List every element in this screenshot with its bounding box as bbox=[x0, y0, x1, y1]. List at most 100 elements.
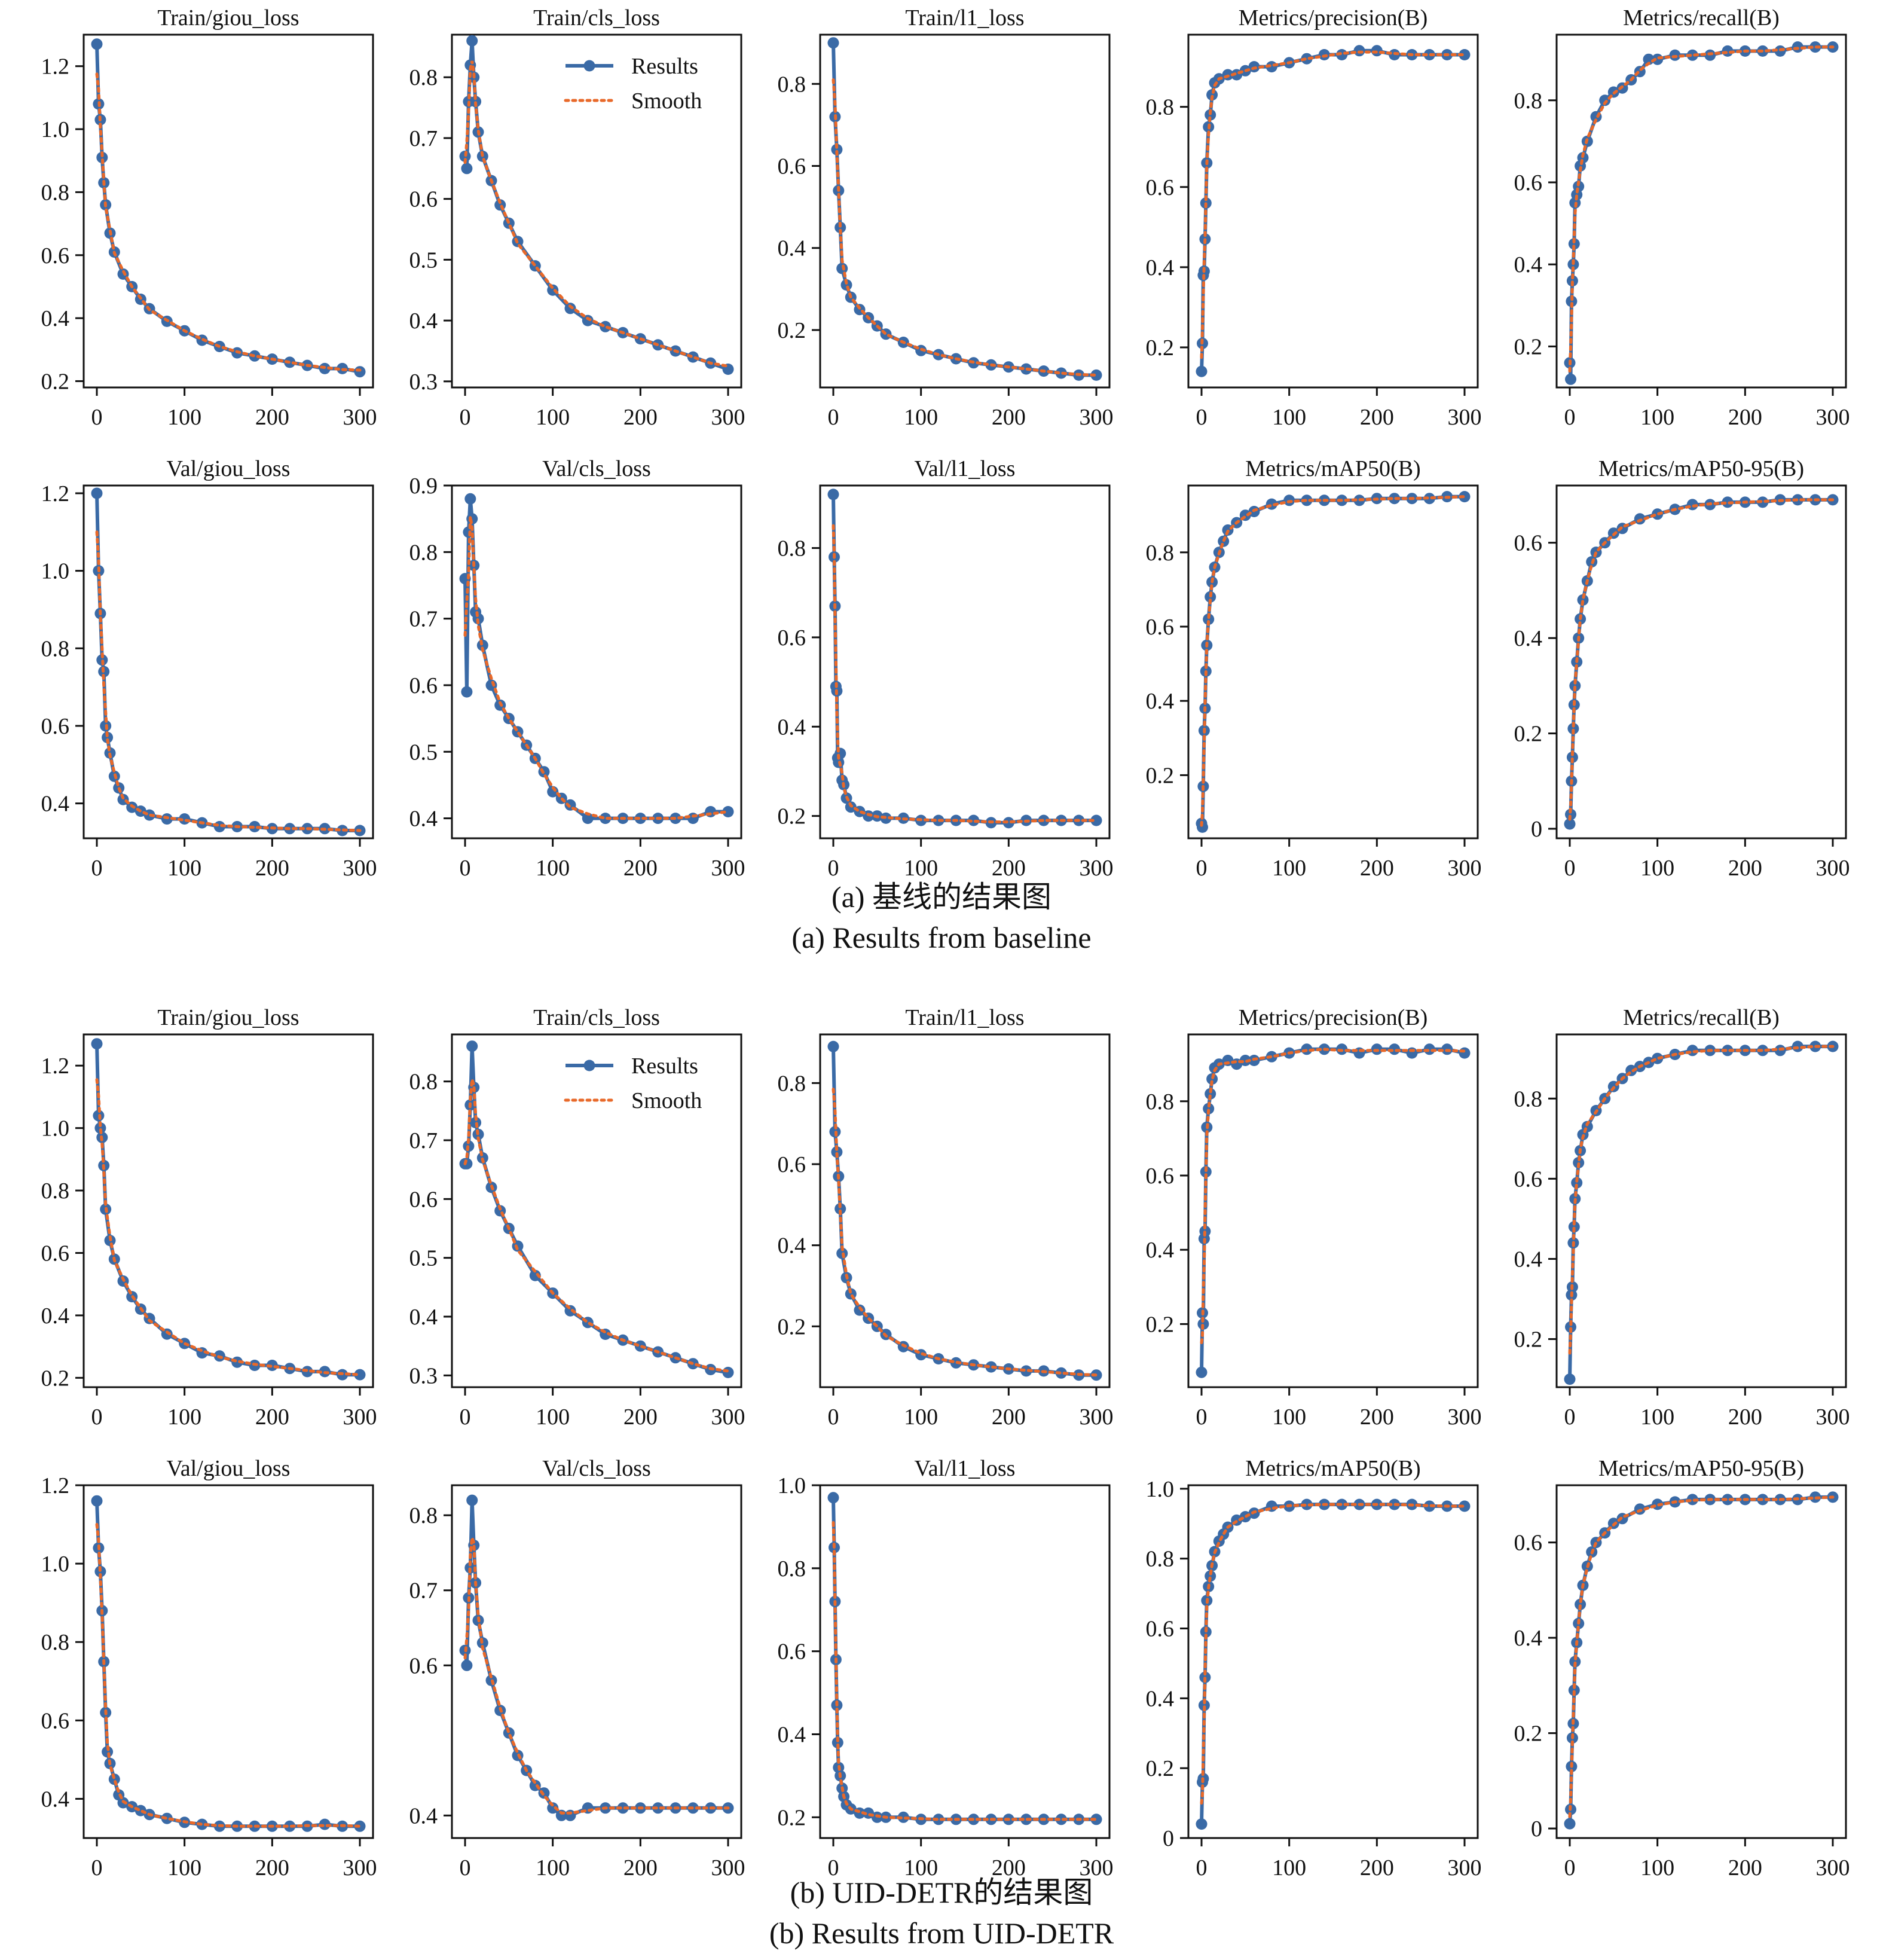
x-tick-label: 0 bbox=[460, 1405, 471, 1430]
plot-frame bbox=[1187, 1484, 1479, 1839]
y-tick-label: 0.6 bbox=[1514, 1531, 1543, 1556]
x-tick-label: 200 bbox=[1728, 1405, 1762, 1430]
results-point bbox=[564, 303, 576, 315]
results-point bbox=[1020, 1365, 1032, 1377]
results-point bbox=[827, 1040, 839, 1052]
y-tick-label: 0.4 bbox=[778, 1722, 806, 1747]
results-point bbox=[1577, 594, 1589, 606]
plot-frame bbox=[82, 33, 374, 389]
chart-b-metrics-precision-b: Metrics/precision(B) 0 100 200 300 0.2 0.4 0.6 0… bbox=[1146, 1005, 1482, 1430]
y-tick-label: 0.2 bbox=[1514, 334, 1543, 359]
chart-title: Train/l1_loss bbox=[905, 5, 1024, 30]
results-point bbox=[985, 1361, 997, 1373]
y-tick-label: 1.2 bbox=[41, 481, 70, 506]
results-point bbox=[1599, 94, 1611, 106]
x-tick-label: 100 bbox=[1640, 1405, 1674, 1430]
chart-b-val-giou-loss: Val/giou_loss 0 100 200 300 0.4 0.6 0.8 1.0 1.2 bbox=[41, 1456, 377, 1880]
results-point bbox=[1196, 1366, 1208, 1378]
results-point bbox=[1090, 369, 1102, 381]
results-point bbox=[831, 144, 843, 155]
chart-a-metrics-recall-b: Metrics/recall(B) 0 100 200 300 0.2 0.4 0.6 0.8 bbox=[1514, 5, 1850, 430]
chart-a-val-cls-loss: Val/cls_loss 0 100 200 300 0.4 0.5 0.6 0.7 0.8 0.9 bbox=[409, 456, 745, 881]
y-tick-label: 0.6 bbox=[41, 243, 70, 268]
chart-title: Metrics/mAP50(B) bbox=[1245, 1456, 1420, 1481]
smooth-line bbox=[95, 530, 362, 832]
y-tick-label: 0.4 bbox=[41, 306, 70, 331]
x-tick-label: 300 bbox=[1448, 856, 1482, 881]
chart-title: Metrics/recall(B) bbox=[1623, 5, 1780, 30]
chart-b-metrics-recall-b: Metrics/recall(B) 0 100 200 300 0.2 0.4 0.6 0.8 bbox=[1514, 1005, 1850, 1430]
y-tick-label: 0.9 bbox=[409, 474, 438, 499]
x-tick-label: 300 bbox=[1448, 1405, 1482, 1430]
results-point bbox=[1565, 1321, 1576, 1333]
y-tick-label: 0.6 bbox=[409, 1653, 438, 1678]
results-point bbox=[1090, 1814, 1102, 1825]
results-line bbox=[1568, 497, 1833, 825]
legend-results-label: Results bbox=[631, 1054, 698, 1079]
chart-b-train-l1-loss: Train/l1_loss 0 100 200 300 0.2 0.4 0.6 0.8 bbox=[778, 1005, 1114, 1430]
x-tick-label: 200 bbox=[1360, 1405, 1394, 1430]
y-tick-label: 0.6 bbox=[409, 187, 438, 212]
panel-a-caption-zh: (a) 基线的结果图 bbox=[832, 880, 1051, 914]
chart-a-metrics-precision-b: Metrics/precision(B) 0 100 200 300 0.2 0.4 0.6 0… bbox=[1146, 5, 1482, 430]
x-tick-label: 0 bbox=[828, 1405, 839, 1430]
y-tick-label: 0.4 bbox=[1146, 1686, 1175, 1711]
chart-title: Train/cls_loss bbox=[533, 5, 660, 30]
x-tick-label: 300 bbox=[343, 1855, 377, 1880]
legend-smooth-label: Smooth bbox=[631, 1088, 702, 1113]
results-point bbox=[1423, 493, 1435, 505]
plot-frame bbox=[1187, 484, 1479, 839]
smooth-line bbox=[1568, 498, 1835, 821]
results-line bbox=[95, 1043, 360, 1377]
results-point bbox=[91, 1495, 103, 1507]
chart-title: Val/cls_loss bbox=[542, 456, 651, 481]
results-point bbox=[91, 38, 103, 50]
y-tick-label: 0.4 bbox=[409, 1803, 438, 1828]
results-point bbox=[1564, 818, 1576, 830]
results-point bbox=[1564, 1373, 1576, 1385]
results-point bbox=[1196, 365, 1208, 377]
chart-a-train-l1-loss: Train/l1_loss 0 100 200 300 0.2 0.4 0.6 0.8 bbox=[778, 5, 1114, 430]
results-point bbox=[1686, 1494, 1698, 1506]
y-tick-label: 0.4 bbox=[409, 807, 438, 832]
results-point bbox=[1196, 1818, 1208, 1830]
y-tick-label: 0.6 bbox=[41, 1241, 70, 1266]
x-tick-label: 300 bbox=[711, 1405, 745, 1430]
results-line bbox=[95, 1501, 360, 1828]
y-tick-label: 0.8 bbox=[778, 72, 806, 97]
x-tick-label: 0 bbox=[1564, 1855, 1576, 1880]
x-tick-label: 200 bbox=[255, 1855, 289, 1880]
x-tick-label: 0 bbox=[1196, 1855, 1208, 1880]
y-tick-label: 0.2 bbox=[1514, 1721, 1543, 1747]
results-point bbox=[933, 1814, 944, 1825]
results-point bbox=[1301, 1498, 1313, 1510]
y-tick-label: 0.8 bbox=[409, 65, 438, 90]
results-point bbox=[1573, 181, 1585, 193]
results-point bbox=[705, 806, 717, 817]
results-point bbox=[1055, 1814, 1067, 1825]
results-point bbox=[461, 1659, 473, 1671]
y-tick-label: 0.4 bbox=[1514, 1626, 1543, 1651]
y-tick-label: 0.6 bbox=[778, 1152, 806, 1177]
panel-b-caption-en: (b) Results from UID-DETR bbox=[769, 1916, 1114, 1950]
y-tick-label: 0.4 bbox=[409, 309, 438, 334]
plot-frame bbox=[819, 1484, 1111, 1839]
results-point bbox=[832, 1736, 843, 1748]
y-tick-label: 0.6 bbox=[41, 1708, 70, 1733]
panel-b-caption-zh: (b) UID-DETR的结果图 bbox=[790, 1876, 1093, 1909]
chart-title: Metrics/recall(B) bbox=[1623, 1005, 1780, 1030]
x-tick-label: 100 bbox=[904, 1855, 938, 1880]
results-point bbox=[834, 1203, 846, 1215]
x-tick-label: 300 bbox=[1448, 405, 1482, 430]
y-tick-label: 0.3 bbox=[409, 1363, 438, 1388]
results-point bbox=[319, 1818, 331, 1830]
results-point bbox=[1722, 496, 1734, 508]
x-tick-label: 300 bbox=[711, 405, 745, 430]
y-tick-label: 0.4 bbox=[409, 1305, 438, 1330]
x-tick-label: 200 bbox=[623, 856, 658, 881]
y-tick-label: 1.0 bbox=[778, 1473, 806, 1498]
x-tick-label: 100 bbox=[536, 1405, 570, 1430]
results-point bbox=[582, 813, 594, 825]
y-tick-label: 0.4 bbox=[778, 1234, 806, 1259]
x-tick-label: 300 bbox=[1080, 856, 1114, 881]
